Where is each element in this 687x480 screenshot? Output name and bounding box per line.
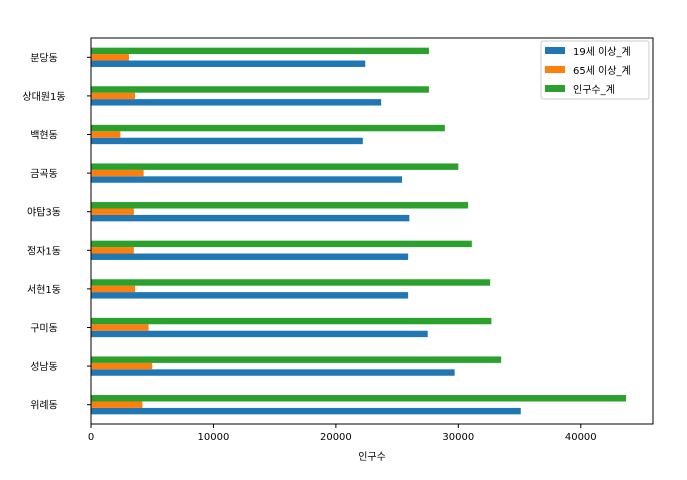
- legend-frame: [540, 40, 650, 100]
- y-tick-label: 정자1동: [27, 245, 61, 257]
- y-tick-label: 백현동: [30, 130, 58, 142]
- legend: 19세 이상_계 65세 이상_계 인구수_계: [540, 40, 650, 100]
- legend-label-2: 인구수_계: [573, 84, 615, 96]
- x-tick-label: 0: [88, 432, 94, 443]
- bar-2-3: [91, 279, 491, 286]
- bar-0-7: [91, 137, 363, 145]
- x-tick-label: 20000: [320, 432, 352, 443]
- y-tick-label: 구미동: [30, 323, 58, 335]
- y-tick-label: 서현1동: [27, 284, 61, 296]
- bar-1-5: [91, 208, 134, 215]
- bar-1-2: [91, 324, 149, 331]
- x-tick-label: 10000: [198, 432, 230, 443]
- bar-2-7: [91, 124, 445, 132]
- bar-2-0: [91, 395, 627, 402]
- legend-label-1: 65세 이상_계: [573, 65, 631, 77]
- legend-swatch-1: [545, 66, 565, 73]
- bar-2-4: [91, 240, 472, 248]
- bar-0-4: [91, 253, 409, 260]
- y-axis: 위례동 성남동 구미동 서현1동 정자1동 야탑3동 금곡동 백현동 상대원1동 분당동: [22, 52, 91, 412]
- bar-1-4: [91, 247, 134, 254]
- y-tick-label: 야탑3동: [27, 207, 61, 219]
- bar-0-9: [91, 60, 366, 67]
- bar-0-2: [91, 330, 428, 338]
- y-tick-label: 분당동: [30, 52, 58, 64]
- bar-1-3: [91, 285, 136, 293]
- y-tick-label: 성남동: [30, 361, 58, 373]
- bar-1-8: [91, 92, 136, 100]
- bar-0-3: [91, 292, 409, 299]
- bar-0-0: [91, 407, 521, 415]
- x-axis: 0 10000 20000 30000 40000: [88, 424, 597, 443]
- bar-1-6: [91, 169, 144, 177]
- x-tick-label: 30000: [442, 432, 474, 443]
- bar-1-7: [91, 131, 121, 138]
- y-tick-label: 위례동: [30, 399, 58, 412]
- bar-2-1: [91, 356, 502, 363]
- bar-1-9: [91, 54, 129, 61]
- bar-2-6: [91, 163, 459, 170]
- bar-2-8: [91, 86, 429, 93]
- bar-0-6: [91, 176, 402, 183]
- bar-2-5: [91, 202, 469, 209]
- bar-0-8: [91, 99, 382, 106]
- legend-swatch-2: [545, 85, 565, 92]
- bar-0-5: [91, 214, 410, 222]
- y-tick-label: 상대원1동: [22, 91, 65, 103]
- legend-swatch-0: [545, 47, 565, 54]
- bar-1-1: [91, 362, 153, 370]
- x-axis-label: 인구수: [358, 451, 386, 463]
- bar-1-0: [91, 401, 143, 408]
- bar-2-9: [91, 47, 429, 55]
- bar-0-1: [91, 369, 455, 376]
- legend-label-0: 19세 이상_계: [573, 46, 631, 58]
- y-tick-label: 금곡동: [30, 168, 58, 180]
- bar-2-2: [91, 317, 492, 325]
- bars-layer: [91, 47, 627, 415]
- plot-frame: [90, 37, 654, 425]
- x-tick-label: 40000: [565, 432, 597, 443]
